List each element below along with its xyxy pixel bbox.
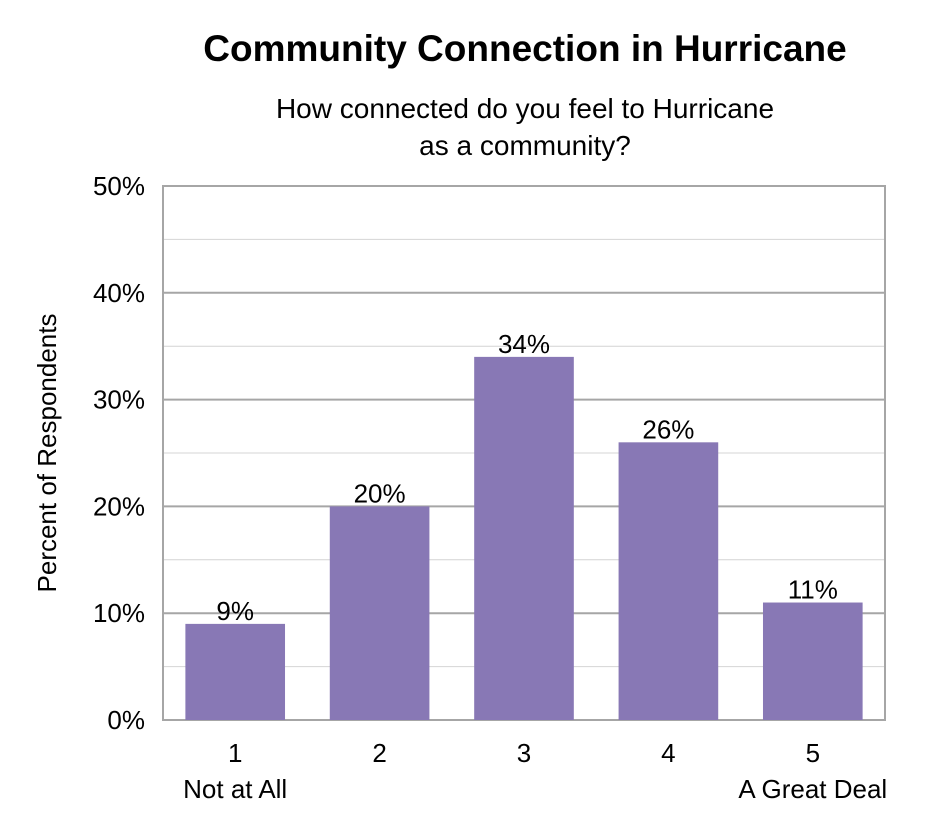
y-axis-ticks: 0% 10% 20% 30% 40% 50%	[93, 171, 145, 735]
x-axis-ticks: 1 Not at All 2 3 4 5 A Great Deal	[183, 738, 887, 804]
bars	[185, 356, 863, 720]
y-tick-label: 30%	[93, 385, 145, 415]
bar	[329, 506, 430, 720]
bar	[618, 442, 719, 720]
data-labels: 9% 20% 34% 26% 11%	[216, 329, 837, 626]
bar	[762, 602, 863, 720]
chart-title: Community Connection in Hurricane	[203, 28, 847, 69]
y-tick-label: 0%	[107, 705, 145, 735]
x-tick-label: 5	[806, 738, 820, 768]
chart-subtitle-line-2: as a community?	[419, 130, 631, 161]
data-label: 20%	[354, 478, 406, 508]
data-label: 11%	[788, 575, 838, 605]
chart-subtitle-line-1: How connected do you feel to Hurricane	[275, 93, 775, 124]
y-axis-label: Percent of Respondents	[32, 314, 62, 593]
chart-subtitle: How connected do you feel to Hurricane a…	[0, 90, 945, 164]
data-label: 26%	[642, 414, 694, 444]
x-tick-sublabel: A Great Deal	[738, 774, 887, 804]
data-label: 34%	[498, 329, 550, 359]
bar	[185, 623, 286, 720]
data-label: 9%	[216, 596, 254, 626]
y-tick-label: 50%	[93, 171, 145, 201]
y-tick-label: 40%	[93, 278, 145, 308]
y-tick-label: 10%	[93, 598, 145, 628]
x-tick-label: 3	[517, 738, 531, 768]
x-tick-sublabel: Not at All	[183, 774, 287, 804]
bar	[474, 356, 574, 720]
x-tick-label: 1	[228, 738, 242, 768]
x-tick-label: 2	[372, 738, 386, 768]
x-tick-label: 4	[661, 738, 675, 768]
y-tick-label: 20%	[93, 491, 145, 521]
